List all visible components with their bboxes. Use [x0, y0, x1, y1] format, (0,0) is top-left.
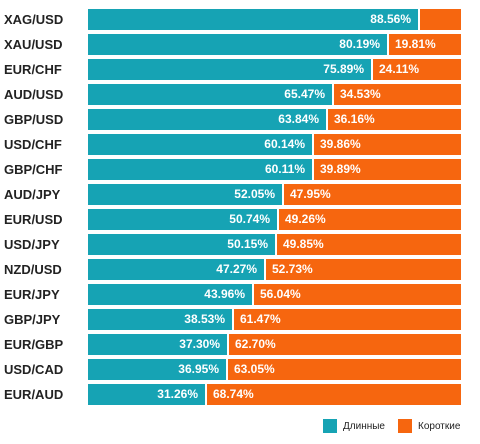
short-bar: 24.11%	[373, 59, 461, 80]
short-bar: 49.26%	[279, 209, 461, 230]
pair-label: XAU/USD	[4, 37, 63, 52]
short-bar	[420, 9, 461, 30]
legend-long-label: Длинные	[343, 420, 385, 432]
legend-long-swatch	[323, 419, 337, 433]
short-bar: 19.81%	[389, 34, 461, 55]
pair-label: XAG/USD	[4, 12, 64, 27]
pair-label: AUD/USD	[4, 87, 64, 102]
long-bar: 43.96%	[88, 284, 252, 305]
short-bar: 36.16%	[328, 109, 461, 130]
pair-label: GBP/JPY	[4, 312, 61, 327]
long-bar: 65.47%	[88, 84, 332, 105]
long-bar: 31.26%	[88, 384, 205, 405]
pair-label: USD/CAD	[4, 362, 64, 377]
long-bar: 52.05%	[88, 184, 282, 205]
short-bar: 47.95%	[284, 184, 461, 205]
long-bar: 36.95%	[88, 359, 226, 380]
long-bar: 88.56%	[88, 9, 418, 30]
legend-short-label: Короткие	[418, 420, 461, 432]
short-bar: 63.05%	[228, 359, 461, 380]
long-bar: 60.14%	[88, 134, 312, 155]
long-bar: 38.53%	[88, 309, 232, 330]
short-bar: 39.89%	[314, 159, 461, 180]
long-bar: 47.27%	[88, 259, 264, 280]
pair-label: AUD/JPY	[4, 187, 61, 202]
legend-long: Длинные	[323, 419, 385, 433]
long-bar: 60.11%	[88, 159, 312, 180]
short-bar: 62.70%	[229, 334, 461, 355]
short-bar: 61.47%	[234, 309, 461, 330]
long-bar: 63.84%	[88, 109, 326, 130]
long-bar: 75.89%	[88, 59, 371, 80]
short-bar: 39.86%	[314, 134, 461, 155]
short-bar: 52.73%	[266, 259, 461, 280]
pair-label: EUR/GBP	[4, 337, 64, 352]
short-bar: 49.85%	[277, 234, 461, 255]
short-bar: 56.04%	[254, 284, 461, 305]
long-bar: 80.19%	[88, 34, 387, 55]
short-bar: 68.74%	[207, 384, 461, 405]
pair-label: USD/CHF	[4, 137, 62, 152]
long-bar: 37.30%	[88, 334, 227, 355]
pair-label: EUR/JPY	[4, 287, 60, 302]
pair-label: GBP/CHF	[4, 162, 63, 177]
pair-label: NZD/USD	[4, 262, 62, 277]
pair-label: EUR/CHF	[4, 62, 62, 77]
long-bar: 50.15%	[88, 234, 275, 255]
legend-short-swatch	[398, 419, 412, 433]
pair-label: EUR/USD	[4, 212, 63, 227]
pair-label: USD/JPY	[4, 237, 60, 252]
pair-label: EUR/AUD	[4, 387, 64, 402]
short-bar: 34.53%	[334, 84, 461, 105]
long-bar: 50.74%	[88, 209, 277, 230]
legend-short: Короткие	[398, 419, 460, 433]
pair-label: GBP/USD	[4, 112, 64, 127]
